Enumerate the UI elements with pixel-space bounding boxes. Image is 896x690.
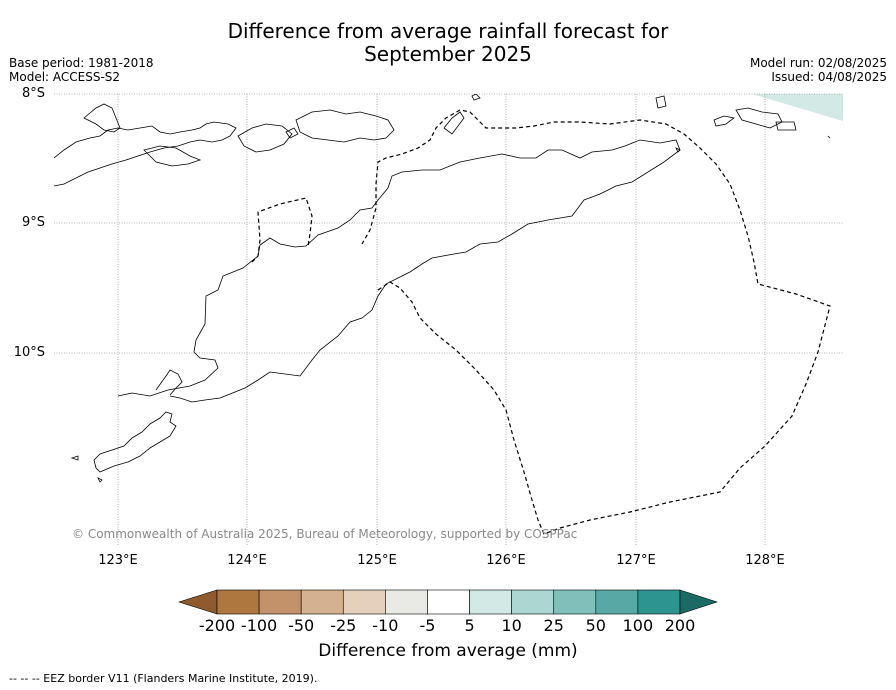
- colorbar: [178, 589, 718, 615]
- model-run: Model run: 02/08/2025: [749, 56, 887, 70]
- solor-island-coastline: [143, 145, 202, 167]
- lakor-islet: [775, 121, 797, 131]
- colorbar-tick-label: -5: [419, 616, 436, 635]
- colorbar-tick-label: 10: [501, 616, 522, 635]
- moa-island-coastline: [735, 107, 783, 129]
- model-name: Model: ACCESS-S2: [9, 70, 121, 84]
- flores-island-coastline: [54, 121, 237, 187]
- colorbar-title: Difference from average (mm): [318, 641, 578, 661]
- map-title: Difference from average rainfall forecas…: [0, 20, 896, 66]
- sumba-island-coastline: [93, 411, 177, 473]
- lon-label-123e: 123°E: [98, 553, 138, 568]
- colorbar-segment: [511, 589, 555, 615]
- colorbar-tick-label: -25: [330, 616, 357, 635]
- colorbar-segment: [342, 589, 386, 615]
- lat-label-10s: 10°S: [13, 345, 45, 360]
- colorbar-segment: [385, 589, 428, 615]
- lon-label-128e: 128°E: [745, 553, 785, 568]
- lat-label-8s: 8°S: [21, 86, 45, 101]
- colorbar-segment: [595, 589, 639, 615]
- issued-date: Issued: 04/08/2025: [771, 70, 887, 84]
- title-line-1: Difference from average rainfall forecas…: [227, 19, 669, 43]
- leti-islet: [713, 115, 735, 127]
- alor-island-coastline: [295, 109, 395, 143]
- gridlines: [54, 93, 843, 546]
- lembata-island-coastline: [237, 123, 293, 153]
- rote-island-coastline: [155, 369, 183, 396]
- lat-label-9s: 9°S: [21, 215, 45, 230]
- colorbar-segment: [637, 589, 681, 615]
- wetar-island-coastline: [443, 111, 465, 135]
- colorbar-extend-high: [679, 589, 718, 615]
- rainfall-shade-patch: [752, 94, 843, 121]
- colorbar-tick-label: -100: [240, 616, 278, 635]
- base-period: Base period: 1981-2018: [9, 56, 154, 70]
- lon-label-127e: 127°E: [616, 553, 656, 568]
- wetar-islet: [471, 94, 481, 101]
- semau-island-coastline: [70, 455, 79, 461]
- pantar-islet: [285, 127, 299, 139]
- map-frame: [54, 94, 843, 546]
- colorbar-tick-label: -200: [198, 616, 236, 635]
- atauro-islet: [675, 147, 681, 153]
- eez-border-enclave: [251, 197, 313, 263]
- colorbar-tick-label: 25: [543, 616, 564, 635]
- timor-island-coastline: [117, 139, 681, 403]
- colorbar-tick-label: -10: [372, 616, 399, 635]
- colorbar-tick-label: 5: [464, 616, 475, 635]
- colorbar-tick-label: 50: [585, 616, 606, 635]
- eez-border: [361, 109, 831, 535]
- colorbar-segment: [469, 589, 512, 615]
- colorbar-tick-label: -50: [288, 616, 315, 635]
- kisar-islet: [655, 95, 667, 109]
- title-line-2: September 2025: [364, 42, 532, 66]
- small-islet: [97, 477, 103, 483]
- colorbar-tick-label: 100: [622, 616, 654, 635]
- colorbar-segment: [300, 589, 344, 615]
- eez-footnote: -- -- -- EEZ border V11 (Flanders Marine…: [9, 672, 318, 685]
- lon-label-125e: 125°E: [357, 553, 397, 568]
- lon-label-126e: 126°E: [486, 553, 526, 568]
- lon-label-124e: 124°E: [227, 553, 267, 568]
- meta-left: Base period: 1981-2018 Model: ACCESS-S2: [9, 56, 154, 84]
- adonara-island-coastline: [83, 103, 121, 133]
- colorbar-tick-label: 200: [664, 616, 696, 635]
- tiny-islet: [827, 135, 831, 139]
- copyright-notice: © Commonwealth of Australia 2025, Bureau…: [72, 527, 578, 541]
- meta-right: Model run: 02/08/2025 Issued: 04/08/2025: [750, 56, 887, 84]
- colorbar-extend-low: [178, 589, 218, 615]
- colorbar-segment: [258, 589, 302, 615]
- colorbar-segment: [553, 589, 597, 615]
- colorbar-segment: [427, 589, 470, 615]
- colorbar-segment: [216, 589, 260, 615]
